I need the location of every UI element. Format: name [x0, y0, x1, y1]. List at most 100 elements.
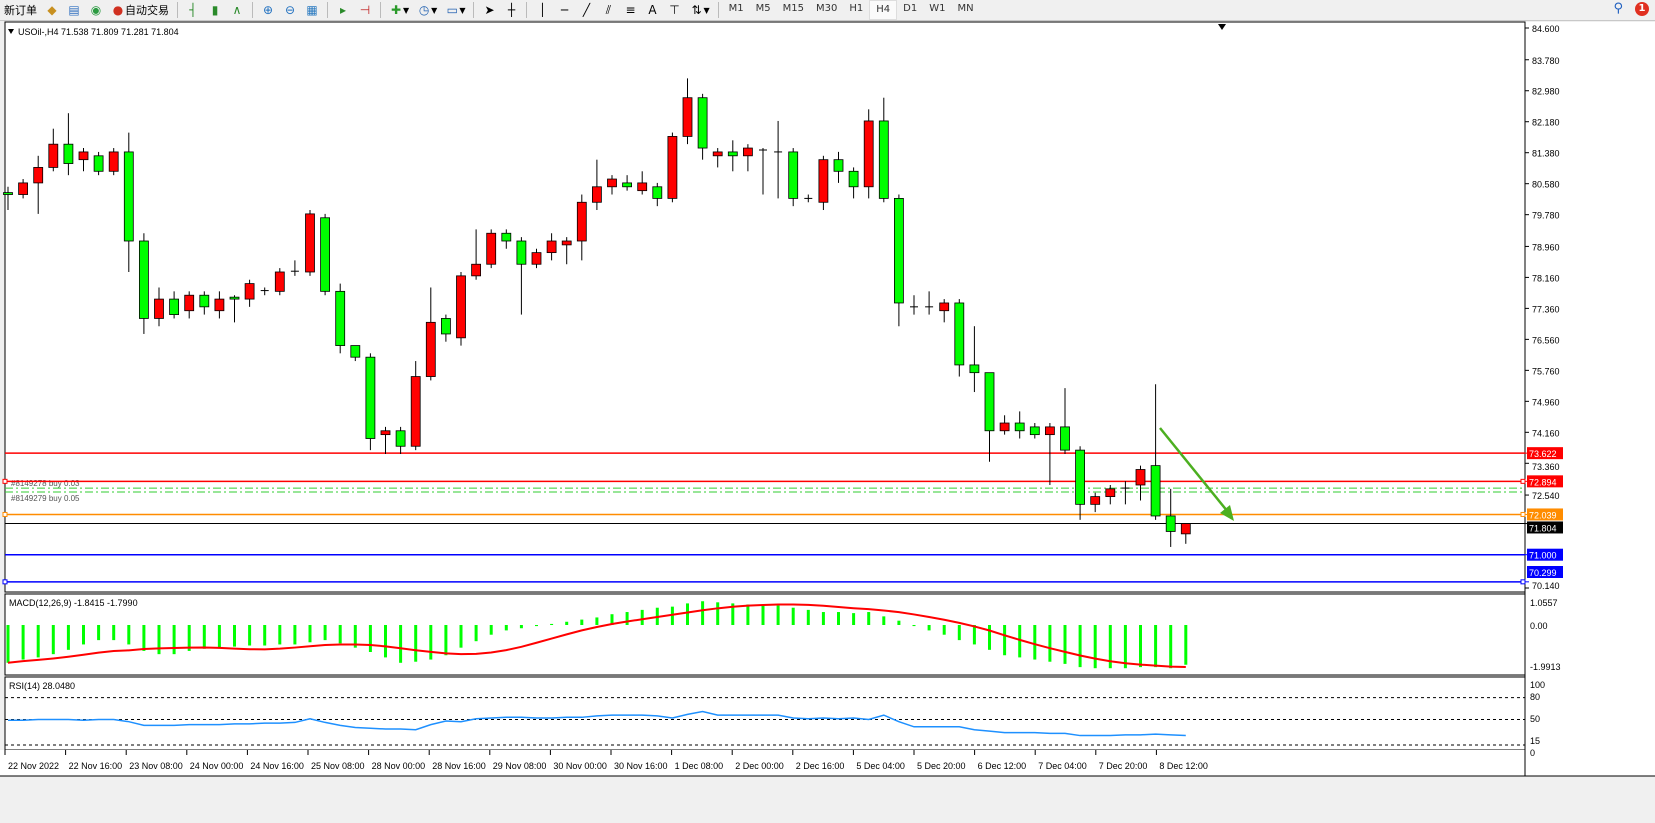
text-label-button[interactable]: ⊤ [663, 1, 685, 19]
timeframe-mn[interactable]: MN [957, 3, 974, 14]
symbol-dropdown-icon[interactable] [8, 29, 14, 34]
new-order-button[interactable]: 新订单 [0, 1, 41, 19]
trendline-button[interactable]: ╱ [575, 1, 597, 19]
candle-bullish[interactable] [184, 294, 195, 312]
level-handle-icon[interactable] [1520, 579, 1526, 585]
candle-bullish[interactable] [471, 263, 482, 277]
candle-bearish[interactable] [93, 155, 104, 172]
rsi-panel[interactable] [4, 676, 1526, 751]
candle-bullish[interactable] [999, 422, 1010, 432]
candle-bearish[interactable] [1029, 426, 1040, 436]
candle-bullish[interactable] [154, 298, 164, 319]
cursor-button[interactable]: ➤ [478, 1, 500, 19]
candle-bearish[interactable] [1150, 465, 1161, 517]
bar-chart-button[interactable]: ┤ [182, 1, 204, 19]
level-handle-icon[interactable] [1520, 478, 1526, 484]
candle-bearish[interactable] [1165, 515, 1176, 532]
candle-bearish[interactable] [395, 430, 406, 447]
candle-bullish[interactable] [456, 275, 466, 339]
candle-bullish[interactable] [607, 178, 617, 188]
candle-bearish[interactable] [1075, 449, 1085, 505]
candle-bullish[interactable] [33, 167, 44, 184]
candle-bearish[interactable] [123, 151, 134, 242]
zoom-out-button[interactable]: ⊖ [279, 1, 301, 19]
candle-bearish[interactable] [169, 298, 180, 315]
candlestick-button[interactable]: ▮ [204, 1, 226, 19]
macd-panel[interactable] [4, 593, 1526, 676]
timeframe-h1[interactable]: H1 [849, 3, 864, 14]
market-watch-button[interactable]: ◆ [41, 1, 63, 19]
chart-shift-button[interactable]: ▸ [332, 1, 354, 19]
candle-bullish[interactable] [531, 252, 542, 265]
candle-bullish[interactable] [410, 376, 421, 447]
equidistant-channel-button[interactable]: ⫽ [597, 1, 619, 19]
candle-bearish[interactable] [652, 186, 663, 199]
timeframe-w1[interactable]: W1 [929, 3, 946, 14]
candle-bullish[interactable] [637, 182, 648, 192]
candle-bullish[interactable] [425, 321, 436, 377]
candle-bullish[interactable] [48, 143, 59, 168]
candle-bullish[interactable] [1135, 469, 1146, 486]
signals-button[interactable]: ◉ [85, 1, 107, 19]
candle-bearish[interactable] [199, 294, 210, 308]
candle-bullish[interactable] [939, 302, 950, 312]
data-window-button[interactable]: ▤ [63, 1, 85, 19]
line-chart-button[interactable]: ∧ [226, 1, 248, 19]
candle-bearish[interactable] [365, 356, 376, 439]
horizontal-line-button[interactable]: ─ [553, 1, 575, 19]
indicators-button[interactable]: ✚ ▼ [385, 1, 413, 19]
timeframe-m5[interactable]: M5 [755, 3, 771, 14]
candle-bullish[interactable] [486, 232, 497, 265]
search-icon[interactable]: ⚲ [1613, 1, 1623, 16]
notification-badge[interactable]: 1 [1635, 1, 1649, 16]
candle-bullish[interactable] [863, 120, 874, 188]
arrows-button[interactable]: ⇅ ▼ [685, 1, 713, 19]
candle-bullish[interactable] [18, 182, 29, 195]
crosshair-button[interactable]: ┼ [500, 1, 522, 19]
templates-button[interactable]: ▭ ▼ [441, 1, 469, 19]
candle-bearish[interactable] [788, 151, 799, 199]
candle-bearish[interactable] [848, 170, 859, 188]
candle-bearish[interactable] [622, 182, 632, 188]
chart-shift-marker-icon[interactable] [1218, 24, 1226, 30]
timeframe-d1[interactable]: D1 [903, 3, 918, 14]
level-handle-icon[interactable] [2, 478, 8, 484]
candle-bullish[interactable] [818, 159, 829, 203]
candle-bearish[interactable] [350, 345, 361, 358]
candle-bearish[interactable] [833, 159, 844, 172]
candle-bullish[interactable] [1045, 426, 1055, 436]
candle-bearish[interactable] [984, 372, 995, 432]
candle-bullish[interactable] [682, 97, 693, 137]
candle-bearish[interactable] [3, 192, 13, 195]
periods-button[interactable]: ◷ ▼ [413, 1, 441, 19]
autoscroll-button[interactable]: ⊣ [354, 1, 376, 19]
candle-bullish[interactable] [274, 271, 285, 292]
candle-bullish[interactable] [743, 147, 753, 157]
candle-bullish[interactable] [667, 136, 678, 199]
candle-bullish[interactable] [546, 240, 557, 254]
candle-bullish[interactable] [1090, 496, 1101, 505]
candle-bullish[interactable] [592, 186, 602, 203]
candle-bearish[interactable] [63, 143, 74, 164]
timeframe-m30[interactable]: M30 [815, 3, 838, 14]
candle-bearish[interactable] [440, 318, 451, 335]
candle-bullish[interactable] [214, 298, 225, 312]
fibonacci-button[interactable]: ≡ [619, 1, 641, 19]
timeframe-m1[interactable]: M1 [728, 3, 744, 14]
candle-bearish[interactable] [954, 302, 965, 366]
candle-bullish[interactable] [712, 151, 723, 157]
candle-bullish[interactable] [561, 240, 572, 246]
candle-bullish[interactable] [1105, 488, 1116, 498]
main-price-panel[interactable] [4, 21, 1526, 593]
level-handle-icon[interactable] [2, 511, 8, 517]
trend-arrow-line[interactable] [1159, 427, 1229, 513]
candle-bullish[interactable] [244, 283, 255, 300]
candle-bearish[interactable] [878, 120, 889, 199]
candle-bearish[interactable] [894, 198, 904, 304]
candle-bearish[interactable] [138, 240, 149, 319]
candle-bearish[interactable] [727, 151, 738, 157]
candle-bearish[interactable] [516, 240, 527, 265]
candle-bearish[interactable] [1014, 422, 1025, 432]
candle-bullish[interactable] [1180, 523, 1191, 535]
